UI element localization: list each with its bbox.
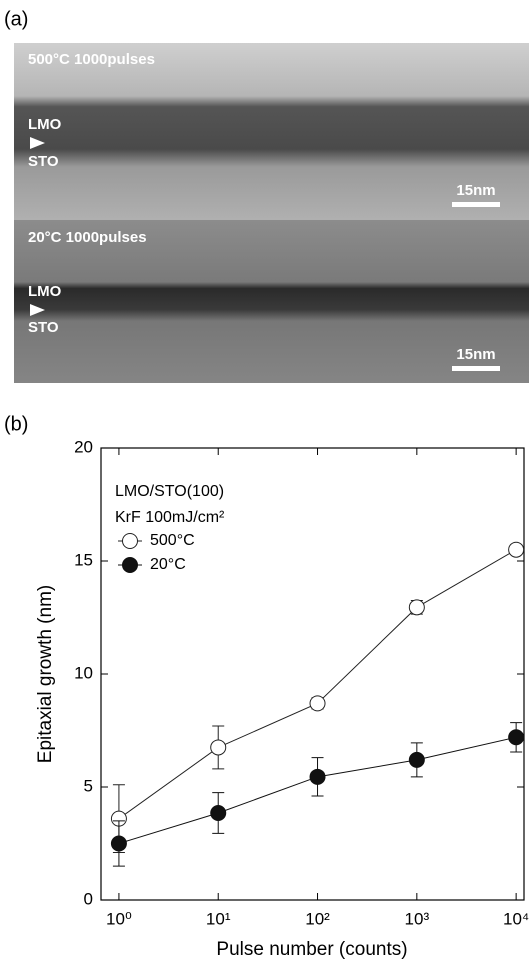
y-tick-label: 20 (74, 437, 93, 456)
marker (111, 836, 126, 851)
scale-bar (452, 366, 500, 371)
panel-label: (a) (4, 8, 28, 30)
layer-label: STO (28, 319, 59, 336)
y-tick-label: 10 (74, 663, 93, 682)
x-tick-label: 10² (305, 909, 330, 928)
marker (509, 542, 524, 557)
legend-marker (123, 534, 138, 549)
layer-label: STO (28, 153, 59, 170)
marker (211, 740, 226, 755)
panel-label: (b) (4, 413, 28, 435)
marker (409, 752, 424, 767)
marker (509, 730, 524, 745)
annotation: KrF 100mJ/cm² (115, 509, 225, 526)
y-axis-title: Epitaxial growth (nm) (35, 585, 56, 763)
legend-label: 500°C (150, 532, 195, 549)
tem-image (14, 43, 529, 220)
x-tick-label: 10⁰ (106, 909, 132, 928)
figure: (a) 500°C 1000pulses LMO STO 15nm 20°C 1… (0, 0, 529, 965)
legend-marker (123, 558, 138, 573)
y-tick-label: 15 (74, 550, 93, 569)
page: {"tem": {"label": "(a)", "images": [ {"t… (0, 0, 529, 965)
x-tick-label: 10¹ (206, 909, 231, 928)
layer-label: LMO (28, 116, 62, 133)
marker (310, 696, 325, 711)
layer-label: LMO (28, 283, 62, 300)
y-tick-label: 5 (84, 776, 93, 795)
scale-label: 15nm (456, 182, 495, 199)
scale-label: 15nm (456, 346, 495, 363)
marker (310, 769, 325, 784)
marker (211, 805, 226, 820)
x-axis-title: Pulse number (counts) (216, 939, 407, 960)
image-title: 500°C 1000pulses (28, 51, 155, 68)
y-tick-label: 0 (84, 889, 93, 908)
scale-bar (452, 202, 500, 207)
image-title: 20°C 1000pulses (28, 229, 147, 246)
annotation: LMO/STO(100) (115, 483, 224, 500)
x-tick-label: 10³ (405, 909, 430, 928)
marker (409, 600, 424, 615)
x-tick-label: 10⁴ (503, 909, 529, 928)
legend-label: 20°C (150, 556, 186, 573)
